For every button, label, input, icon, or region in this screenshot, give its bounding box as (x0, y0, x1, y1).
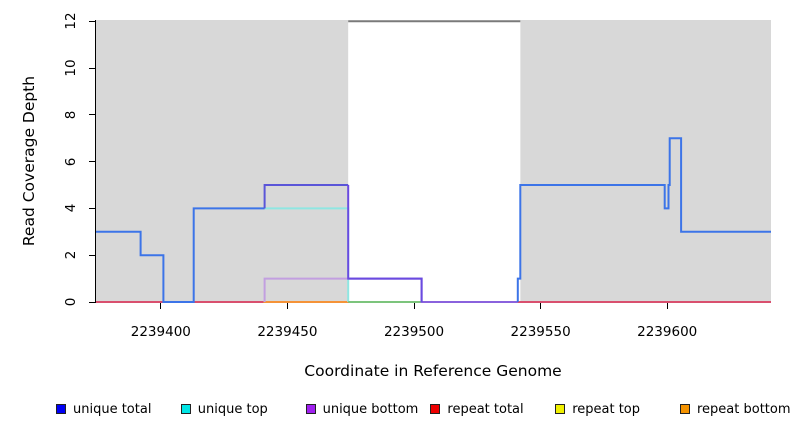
legend-swatch-icon (680, 404, 690, 414)
x-tick (540, 303, 542, 309)
x-tick-label: 2239500 (383, 324, 445, 340)
coverage-series-unique-total (95, 207, 265, 303)
legend-item-repeat-top: repeat top (555, 401, 640, 417)
legend-label: repeat total (447, 401, 524, 417)
plot-area (95, 20, 771, 303)
y-axis-line (95, 20, 96, 303)
legend-item-unique-top: unique top (180, 401, 268, 417)
y-tick (89, 301, 95, 303)
legend-label: unique total (73, 401, 152, 417)
y-tick-label: 2 (63, 250, 79, 260)
x-tick-label: 2239450 (257, 324, 318, 340)
legend-item-unique-total: unique total (56, 401, 151, 417)
legend-item-unique-bottom: unique bottom (305, 401, 419, 417)
legend-item-repeat-total: repeat total (430, 401, 524, 417)
legend-item-repeat-bottom: repeat bottom (680, 401, 791, 417)
x-tick-label: 2239550 (510, 324, 571, 340)
legend-swatch-icon (56, 404, 66, 414)
y-tick-label: 8 (63, 110, 79, 120)
legend-swatch-icon (555, 404, 566, 414)
y-tick-label: 6 (63, 157, 79, 166)
coverage-series-unique-total (516, 137, 771, 302)
x-axis-title: Coordinate in Reference Genome (304, 362, 562, 380)
y-tick-label: 12 (63, 12, 79, 30)
x-tick-label: 2239400 (130, 324, 191, 340)
legend-label: unique bottom (322, 401, 419, 417)
legend-swatch-icon (305, 404, 316, 414)
y-tick-label: 10 (63, 59, 79, 77)
legend-label: repeat top (572, 401, 640, 417)
legend-swatch-icon (430, 404, 441, 414)
legend-swatch-icon (180, 404, 191, 414)
x-tick (666, 303, 668, 309)
x-tick (286, 303, 288, 309)
x-tick (160, 303, 162, 309)
x-tick (413, 303, 415, 309)
y-tick (89, 20, 95, 22)
y-tick (89, 114, 95, 116)
y-tick-label: 0 (63, 297, 79, 307)
y-axis-title: Read Coverage Depth (20, 75, 38, 247)
left-gray-region (95, 20, 349, 303)
y-tick (89, 254, 95, 256)
y-tick (89, 207, 95, 209)
right-gray-region (520, 20, 771, 303)
legend-label: repeat bottom (697, 401, 791, 417)
legend-label: unique top (197, 401, 268, 417)
y-tick-label: 4 (63, 204, 79, 213)
coverage-series-unique-bottom (348, 277, 518, 303)
coverage-series-unique-total (347, 185, 423, 302)
y-tick (89, 67, 95, 69)
x-tick-label: 2239600 (637, 324, 698, 340)
coverage-series-unique-bottom (263, 277, 349, 302)
coverage-series-unique-total (263, 184, 349, 209)
y-tick (89, 161, 95, 163)
